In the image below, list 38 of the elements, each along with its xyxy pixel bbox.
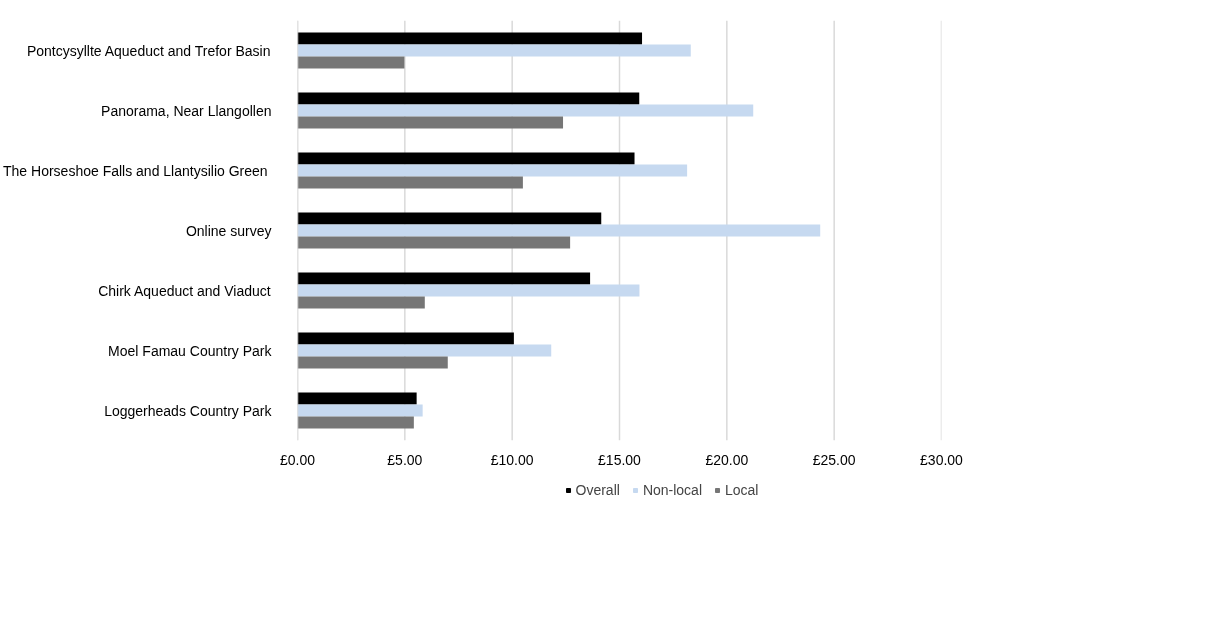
bar bbox=[297, 296, 425, 309]
bar bbox=[297, 212, 602, 225]
legend-label: Overall bbox=[575, 482, 620, 498]
bar bbox=[297, 56, 405, 69]
y-tick-label: Loggerheads Country Park bbox=[104, 402, 273, 419]
bar bbox=[297, 404, 423, 417]
bar bbox=[297, 272, 591, 285]
bar bbox=[297, 392, 417, 405]
bar bbox=[297, 236, 571, 249]
bar bbox=[297, 104, 754, 117]
legend-label: Local bbox=[725, 482, 759, 498]
bar bbox=[297, 164, 688, 177]
bar bbox=[297, 176, 523, 189]
x-tick-label: £5.00 bbox=[387, 451, 423, 468]
x-tick-label: £10.00 bbox=[490, 451, 534, 468]
legend-label: Non-local bbox=[642, 482, 703, 498]
y-tick-label: The Horseshoe Falls and Llantysilio Green bbox=[3, 162, 268, 179]
bar bbox=[297, 356, 448, 369]
bar bbox=[297, 44, 691, 57]
bar bbox=[297, 344, 552, 357]
y-tick-label: Chirk Aqueduct and Viaduct bbox=[98, 282, 271, 299]
y-tick-label: Moel Famau Country Park bbox=[108, 342, 273, 359]
bar bbox=[297, 284, 640, 297]
x-tick-label: £30.00 bbox=[920, 451, 964, 468]
y-tick-label: Panorama, Near Llangollen bbox=[101, 102, 272, 119]
x-tick-label: £20.00 bbox=[705, 451, 749, 468]
x-tick-label: £0.00 bbox=[279, 451, 316, 468]
bar bbox=[297, 416, 414, 429]
bar bbox=[297, 224, 821, 237]
y-tick-label: Online survey bbox=[185, 222, 272, 239]
bar bbox=[297, 32, 643, 45]
bar bbox=[297, 92, 640, 105]
bar bbox=[297, 152, 635, 165]
bar bbox=[297, 332, 514, 345]
bar bbox=[297, 116, 564, 129]
x-tick-label: £25.00 bbox=[812, 451, 856, 468]
x-tick-label: £15.00 bbox=[598, 451, 642, 468]
y-tick-label: Pontcysyllte Aqueduct and Trefor Basin bbox=[26, 42, 271, 59]
